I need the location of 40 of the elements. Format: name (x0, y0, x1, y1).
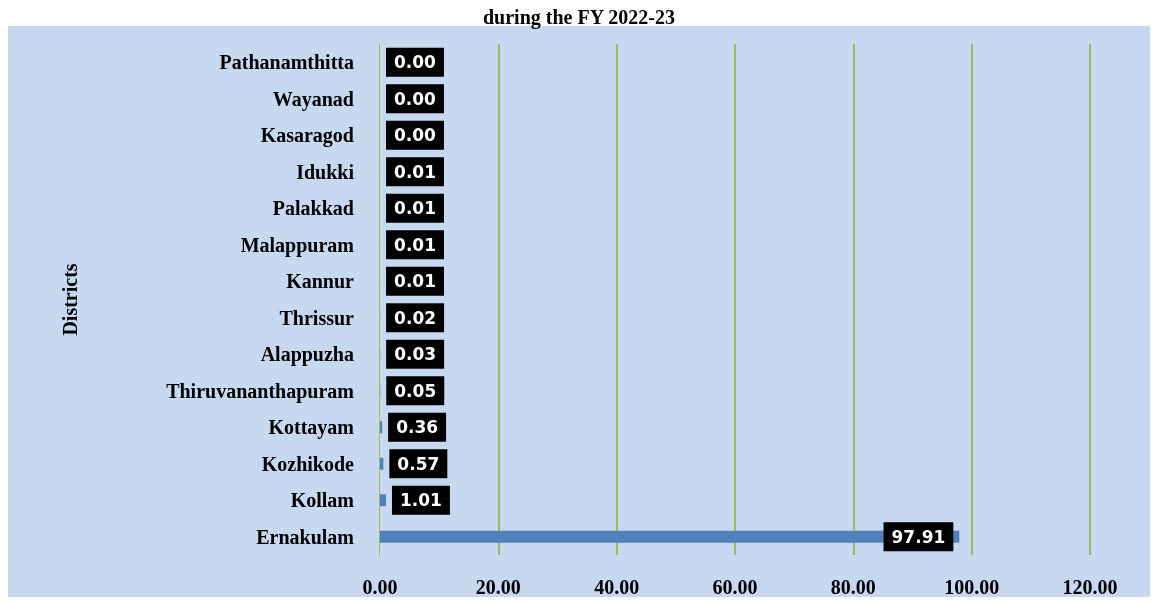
x-tick-label: 100.00 (944, 576, 1000, 598)
y-axis-title: Districts (59, 263, 81, 336)
y-tick-label: Palakkad (272, 197, 354, 220)
data-label: 0.00 (394, 52, 437, 73)
data-label: 0.01 (394, 234, 437, 255)
data-label: 0.00 (394, 125, 437, 146)
y-tick-label: Pathanamthitta (219, 51, 354, 74)
bar (380, 421, 383, 434)
x-tick-label: 0.00 (362, 576, 398, 598)
y-tick-label: Kasaragod (260, 124, 354, 148)
y-tick-label: Thrissur (279, 306, 355, 329)
x-tick-label: 120.00 (1062, 576, 1118, 598)
data-label: 0.05 (394, 380, 437, 401)
data-label: 97.91 (891, 526, 946, 547)
data-label: 0.36 (396, 417, 439, 438)
x-tick-label: 60.00 (712, 576, 758, 598)
data-label: 0.01 (394, 161, 437, 182)
y-tick-label: Kottayam (268, 416, 355, 440)
data-label: 0.03 (394, 344, 437, 365)
bar (380, 457, 384, 470)
data-label: 1.01 (399, 490, 442, 511)
x-tick-label: 20.00 (475, 576, 521, 598)
y-tick-label: Malappuram (240, 233, 355, 257)
data-label: 0.01 (394, 198, 437, 219)
data-label: 0.00 (394, 88, 437, 109)
chart-title: during the FY 2022-23 (482, 6, 676, 29)
y-tick-label: Kozhikode (261, 452, 355, 475)
bar (380, 494, 386, 507)
y-tick-label: Kollam (290, 489, 355, 512)
y-tick-label: Thiruvananthapuram (166, 379, 355, 403)
x-tick-label: 40.00 (594, 576, 640, 598)
data-label: 0.57 (397, 453, 440, 474)
y-tick-label: Idukki (296, 160, 355, 183)
y-tick-label: Kannur (286, 270, 355, 293)
data-label: 0.02 (394, 307, 437, 328)
data-label: 0.01 (394, 271, 437, 292)
y-tick-label: Ernakulam (256, 525, 355, 548)
y-tick-label: Alappuzha (260, 343, 354, 367)
x-tick-label: 80.00 (830, 576, 876, 598)
y-tick-label: Wayanad (272, 87, 354, 111)
